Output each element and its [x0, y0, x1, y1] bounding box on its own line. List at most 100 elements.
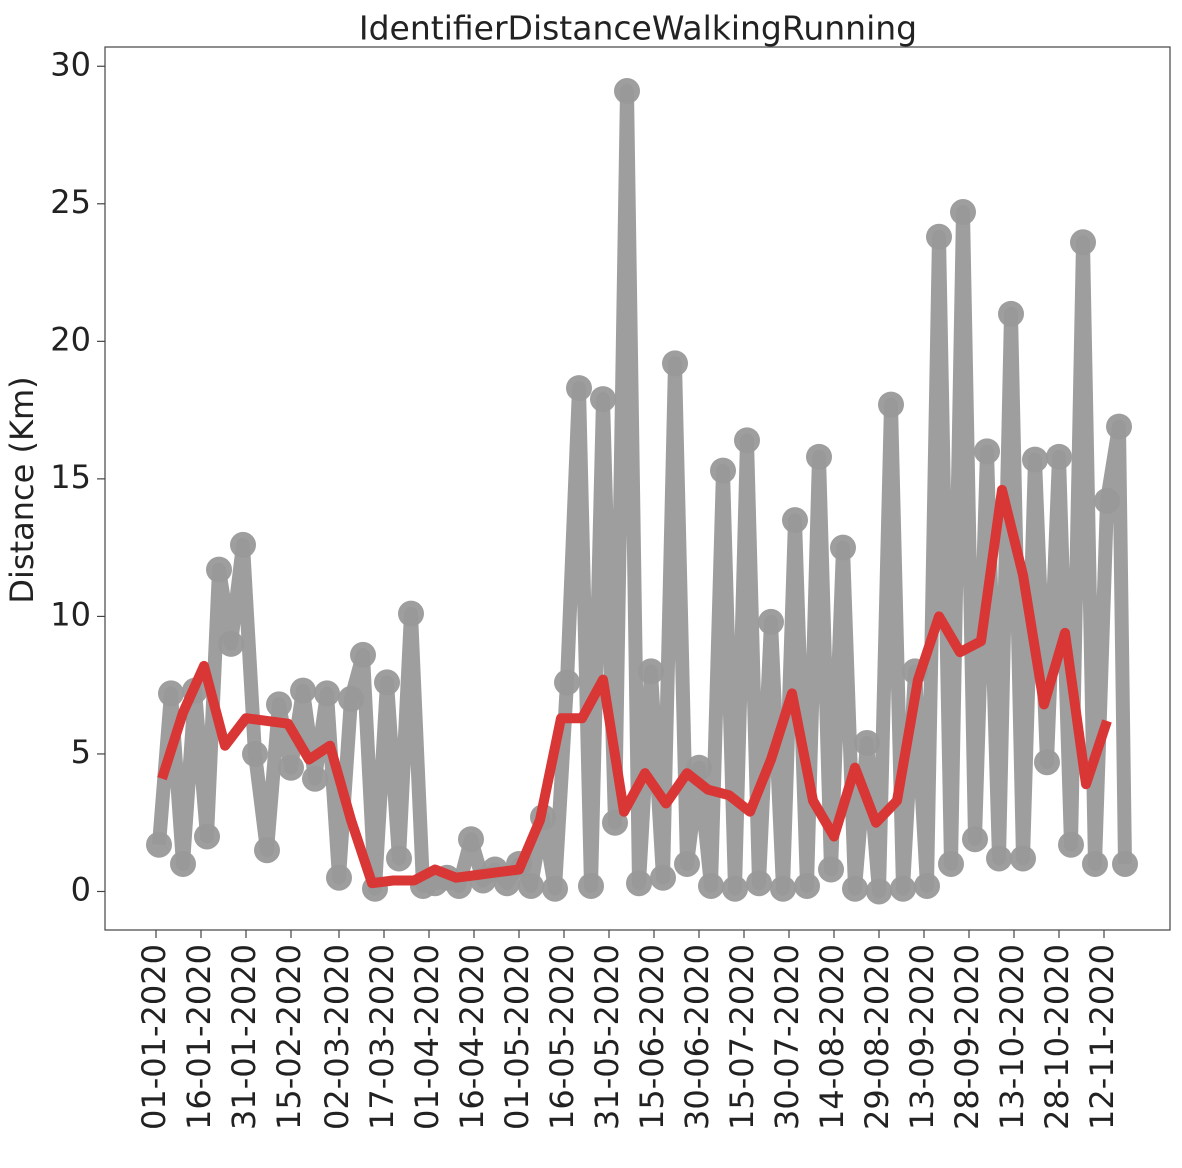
data-point: [866, 878, 892, 905]
x-tick-label: 28-09-2020: [948, 944, 986, 1130]
y-tick-label: 0: [71, 870, 91, 908]
data-point: [722, 875, 748, 902]
x-tick-label: 29-08-2020: [858, 944, 896, 1130]
data-point: [806, 443, 832, 470]
x-tick-label: 13-09-2020: [903, 944, 941, 1130]
data-point: [758, 608, 784, 635]
x-tick-label: 30-06-2020: [678, 944, 716, 1130]
data-point: [1070, 229, 1096, 256]
y-tick-label: 10: [50, 595, 91, 633]
data-point: [710, 457, 736, 484]
x-tick-label: 15-06-2020: [633, 944, 671, 1130]
data-point: [962, 826, 988, 853]
data-point: [1094, 487, 1120, 514]
data-point: [458, 826, 484, 853]
data-point: [170, 850, 196, 877]
data-point: [854, 729, 880, 756]
x-tick-label: 01-04-2020: [408, 944, 446, 1130]
x-tick-label: 01-01-2020: [135, 944, 173, 1130]
x-tick-label: 01-05-2020: [498, 944, 536, 1130]
data-point: [1010, 845, 1036, 872]
data-point: [746, 870, 772, 897]
x-tick-label: 15-02-2020: [270, 944, 308, 1130]
data-point: [626, 870, 652, 897]
data-point: [398, 600, 424, 627]
x-tick-label: 16-01-2020: [180, 944, 218, 1130]
data-point: [230, 531, 256, 558]
x-tick-label: 16-05-2020: [543, 944, 581, 1130]
data-point: [734, 427, 760, 454]
data-point: [566, 375, 592, 402]
data-point: [326, 864, 352, 891]
x-tick-label: 12-11-2020: [1083, 944, 1121, 1130]
x-tick-label: 30-07-2020: [768, 944, 806, 1130]
x-tick-label: 16-04-2020: [453, 944, 491, 1130]
y-tick-label: 25: [50, 183, 91, 221]
data-point: [290, 677, 316, 704]
data-point: [374, 669, 400, 696]
data-point: [878, 391, 904, 418]
data-point: [602, 809, 628, 836]
data-point: [518, 872, 544, 899]
series-line: [157, 484, 1112, 889]
data-point: [158, 680, 184, 707]
data-point: [698, 872, 724, 899]
data-point: [206, 556, 232, 583]
data-point: [818, 856, 844, 883]
data-point: [542, 875, 568, 902]
data-point: [554, 669, 580, 696]
data-point: [302, 765, 328, 792]
data-point: [386, 845, 412, 872]
data-point: [830, 534, 856, 561]
data-point: [1112, 850, 1138, 877]
data-point: [914, 872, 940, 899]
data-point: [662, 350, 688, 377]
data-point: [218, 630, 244, 657]
x-tick-label: 02-03-2020: [318, 944, 356, 1130]
data-point: [938, 850, 964, 877]
x-tick-label: 15-07-2020: [723, 944, 761, 1130]
plot-area: [104, 46, 1171, 931]
data-point: [146, 831, 172, 858]
data-point: [638, 658, 664, 685]
data-point: [254, 837, 280, 864]
data-point: [338, 685, 364, 712]
data-point: [782, 507, 808, 534]
data-point: [614, 78, 640, 105]
data-point: [242, 740, 268, 767]
data-point: [890, 875, 916, 902]
data-point: [950, 199, 976, 226]
data-point: [266, 691, 292, 718]
data-point: [674, 850, 700, 877]
data-point: [1058, 831, 1084, 858]
y-tick-label: 5: [71, 733, 91, 771]
data-point: [1082, 850, 1108, 877]
data-point: [998, 300, 1024, 327]
data-point: [194, 823, 220, 850]
data-point: [974, 438, 1000, 465]
x-tick-label: 14-08-2020: [813, 944, 851, 1130]
y-axis-label: Distance (Km): [3, 376, 41, 603]
data-point: [770, 875, 796, 902]
x-tick-label: 31-05-2020: [588, 944, 626, 1130]
x-tick-label: 13-10-2020: [993, 944, 1031, 1130]
data-point: [1034, 749, 1060, 776]
x-tick-label: 28-10-2020: [1038, 944, 1076, 1130]
data-point: [1046, 443, 1072, 470]
data-point: [650, 864, 676, 891]
x-tick-label: 17-03-2020: [363, 944, 401, 1130]
data-point: [590, 386, 616, 413]
data-point: [842, 875, 868, 902]
y-tick-label: 30: [50, 45, 91, 83]
data-point: [578, 872, 604, 899]
data-point: [1106, 413, 1132, 440]
data-point: [350, 641, 376, 668]
data-point: [1022, 446, 1048, 473]
data-point: [314, 680, 340, 707]
chart-title: IdentifierDistanceWalkingRunning: [359, 9, 917, 48]
data-point: [986, 845, 1012, 872]
data-point: [278, 754, 304, 781]
y-tick-label: 20: [50, 320, 91, 358]
x-tick-label: 31-01-2020: [225, 944, 263, 1130]
